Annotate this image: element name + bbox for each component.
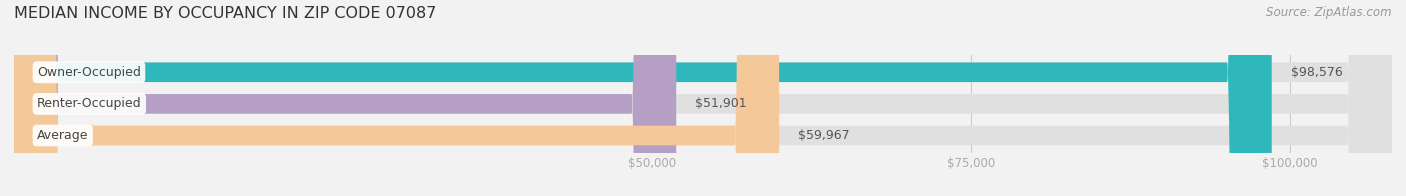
Text: Owner-Occupied: Owner-Occupied xyxy=(37,66,141,79)
Text: $98,576: $98,576 xyxy=(1291,66,1343,79)
FancyBboxPatch shape xyxy=(14,0,1392,196)
FancyBboxPatch shape xyxy=(14,0,1392,196)
FancyBboxPatch shape xyxy=(14,0,779,196)
Text: $59,967: $59,967 xyxy=(799,129,849,142)
FancyBboxPatch shape xyxy=(14,0,676,196)
Text: MEDIAN INCOME BY OCCUPANCY IN ZIP CODE 07087: MEDIAN INCOME BY OCCUPANCY IN ZIP CODE 0… xyxy=(14,6,436,21)
Text: $51,901: $51,901 xyxy=(696,97,747,110)
Text: Renter-Occupied: Renter-Occupied xyxy=(37,97,142,110)
FancyBboxPatch shape xyxy=(14,0,1271,196)
Text: Average: Average xyxy=(37,129,89,142)
FancyBboxPatch shape xyxy=(14,0,1392,196)
Text: Source: ZipAtlas.com: Source: ZipAtlas.com xyxy=(1267,6,1392,19)
